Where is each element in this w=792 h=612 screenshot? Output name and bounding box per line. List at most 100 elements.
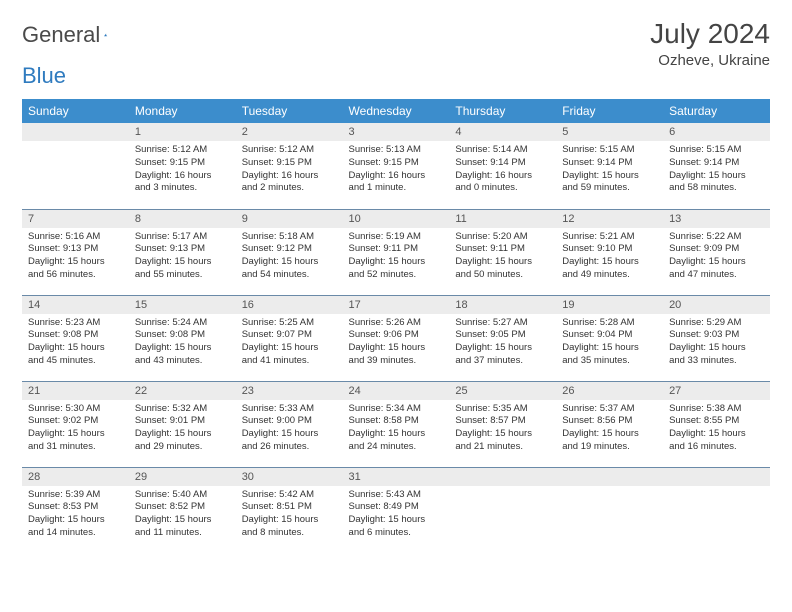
day-number: 26 (556, 382, 663, 400)
day-line: Daylight: 15 hours (669, 342, 764, 355)
day-number: 19 (556, 296, 663, 314)
day-line: Sunset: 9:02 PM (28, 415, 123, 428)
day-number: 9 (236, 210, 343, 228)
day-header: Friday (556, 99, 663, 123)
day-line: and 59 minutes. (562, 182, 657, 195)
day-number: 10 (343, 210, 450, 228)
day-content: Sunrise: 5:14 AMSunset: 9:14 PMDaylight:… (449, 141, 556, 201)
logo-text-a: General (22, 22, 100, 48)
day-line: Sunset: 9:15 PM (242, 157, 337, 170)
day-content: Sunrise: 5:30 AMSunset: 9:02 PMDaylight:… (22, 400, 129, 460)
day-line: Sunset: 8:53 PM (28, 501, 123, 514)
day-line: Daylight: 15 hours (28, 256, 123, 269)
day-line: Sunrise: 5:28 AM (562, 317, 657, 330)
day-line: Sunset: 9:08 PM (135, 329, 230, 342)
day-line: Sunset: 9:15 PM (349, 157, 444, 170)
day-content: Sunrise: 5:37 AMSunset: 8:56 PMDaylight:… (556, 400, 663, 460)
day-line: Sunrise: 5:37 AM (562, 403, 657, 416)
day-line: and 47 minutes. (669, 269, 764, 282)
calendar-cell: 5Sunrise: 5:15 AMSunset: 9:14 PMDaylight… (556, 123, 663, 209)
day-line: Daylight: 16 hours (349, 170, 444, 183)
day-line: and 39 minutes. (349, 355, 444, 368)
day-header: Thursday (449, 99, 556, 123)
day-content: Sunrise: 5:27 AMSunset: 9:05 PMDaylight:… (449, 314, 556, 374)
day-content: Sunrise: 5:38 AMSunset: 8:55 PMDaylight:… (663, 400, 770, 460)
day-number: 11 (449, 210, 556, 228)
day-content: Sunrise: 5:17 AMSunset: 9:13 PMDaylight:… (129, 228, 236, 288)
day-line: and 35 minutes. (562, 355, 657, 368)
day-line: Sunset: 9:15 PM (135, 157, 230, 170)
day-line: Sunrise: 5:40 AM (135, 489, 230, 502)
day-header: Saturday (663, 99, 770, 123)
calendar-cell (22, 123, 129, 209)
day-line: Sunrise: 5:38 AM (669, 403, 764, 416)
day-line: Sunset: 9:03 PM (669, 329, 764, 342)
day-number: 30 (236, 468, 343, 486)
day-number: 27 (663, 382, 770, 400)
day-number: 25 (449, 382, 556, 400)
day-number: 31 (343, 468, 450, 486)
calendar-cell: 21Sunrise: 5:30 AMSunset: 9:02 PMDayligh… (22, 381, 129, 467)
day-content: Sunrise: 5:29 AMSunset: 9:03 PMDaylight:… (663, 314, 770, 374)
day-header: Tuesday (236, 99, 343, 123)
day-line: Daylight: 15 hours (135, 256, 230, 269)
calendar-cell: 28Sunrise: 5:39 AMSunset: 8:53 PMDayligh… (22, 467, 129, 553)
day-header-row: SundayMondayTuesdayWednesdayThursdayFrid… (22, 99, 770, 123)
day-line: and 0 minutes. (455, 182, 550, 195)
day-line: Daylight: 15 hours (562, 256, 657, 269)
day-line: and 33 minutes. (669, 355, 764, 368)
calendar-week: 14Sunrise: 5:23 AMSunset: 9:08 PMDayligh… (22, 295, 770, 381)
day-header: Monday (129, 99, 236, 123)
day-line: Sunset: 9:10 PM (562, 243, 657, 256)
day-header: Sunday (22, 99, 129, 123)
day-line: Sunset: 9:05 PM (455, 329, 550, 342)
day-line: Daylight: 15 hours (562, 428, 657, 441)
calendar-cell: 12Sunrise: 5:21 AMSunset: 9:10 PMDayligh… (556, 209, 663, 295)
day-number: 15 (129, 296, 236, 314)
day-line: Sunrise: 5:18 AM (242, 231, 337, 244)
day-line: Daylight: 15 hours (349, 342, 444, 355)
logo: General (22, 18, 126, 48)
day-line: Sunset: 9:14 PM (669, 157, 764, 170)
day-line: and 3 minutes. (135, 182, 230, 195)
day-line: Sunset: 8:55 PM (669, 415, 764, 428)
day-line: Sunset: 9:00 PM (242, 415, 337, 428)
day-line: Daylight: 15 hours (349, 514, 444, 527)
calendar-week: 1Sunrise: 5:12 AMSunset: 9:15 PMDaylight… (22, 123, 770, 209)
calendar-body: 1Sunrise: 5:12 AMSunset: 9:15 PMDaylight… (22, 123, 770, 553)
day-content: Sunrise: 5:16 AMSunset: 9:13 PMDaylight:… (22, 228, 129, 288)
day-line: and 58 minutes. (669, 182, 764, 195)
day-line: Daylight: 15 hours (349, 256, 444, 269)
day-line: Daylight: 15 hours (669, 170, 764, 183)
calendar-cell: 29Sunrise: 5:40 AMSunset: 8:52 PMDayligh… (129, 467, 236, 553)
calendar-cell: 23Sunrise: 5:33 AMSunset: 9:00 PMDayligh… (236, 381, 343, 467)
calendar-cell: 10Sunrise: 5:19 AMSunset: 9:11 PMDayligh… (343, 209, 450, 295)
day-content: Sunrise: 5:22 AMSunset: 9:09 PMDaylight:… (663, 228, 770, 288)
day-line: and 31 minutes. (28, 441, 123, 454)
calendar-page: General July 2024 Ozheve, Ukraine Blue S… (0, 0, 792, 571)
day-line: and 6 minutes. (349, 527, 444, 540)
day-content: Sunrise: 5:15 AMSunset: 9:14 PMDaylight:… (663, 141, 770, 201)
day-line: Sunrise: 5:24 AM (135, 317, 230, 330)
day-line: Sunset: 8:58 PM (349, 415, 444, 428)
day-line: Daylight: 15 hours (135, 428, 230, 441)
day-number: 3 (343, 123, 450, 141)
calendar-cell: 7Sunrise: 5:16 AMSunset: 9:13 PMDaylight… (22, 209, 129, 295)
day-line: and 43 minutes. (135, 355, 230, 368)
day-number: 4 (449, 123, 556, 141)
day-content: Sunrise: 5:40 AMSunset: 8:52 PMDaylight:… (129, 486, 236, 546)
day-line: Daylight: 15 hours (455, 342, 550, 355)
day-line: Sunset: 9:09 PM (669, 243, 764, 256)
day-number (556, 468, 663, 486)
day-line: Sunrise: 5:13 AM (349, 144, 444, 157)
day-content: Sunrise: 5:25 AMSunset: 9:07 PMDaylight:… (236, 314, 343, 374)
calendar-cell: 26Sunrise: 5:37 AMSunset: 8:56 PMDayligh… (556, 381, 663, 467)
day-line: and 41 minutes. (242, 355, 337, 368)
day-content: Sunrise: 5:43 AMSunset: 8:49 PMDaylight:… (343, 486, 450, 546)
day-line: and 50 minutes. (455, 269, 550, 282)
calendar-cell: 4Sunrise: 5:14 AMSunset: 9:14 PMDaylight… (449, 123, 556, 209)
day-line: and 19 minutes. (562, 441, 657, 454)
calendar-cell: 1Sunrise: 5:12 AMSunset: 9:15 PMDaylight… (129, 123, 236, 209)
day-line: and 54 minutes. (242, 269, 337, 282)
calendar-cell: 19Sunrise: 5:28 AMSunset: 9:04 PMDayligh… (556, 295, 663, 381)
